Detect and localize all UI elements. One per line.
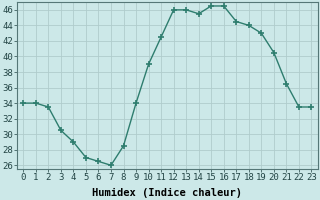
X-axis label: Humidex (Indice chaleur): Humidex (Indice chaleur) — [92, 188, 242, 198]
